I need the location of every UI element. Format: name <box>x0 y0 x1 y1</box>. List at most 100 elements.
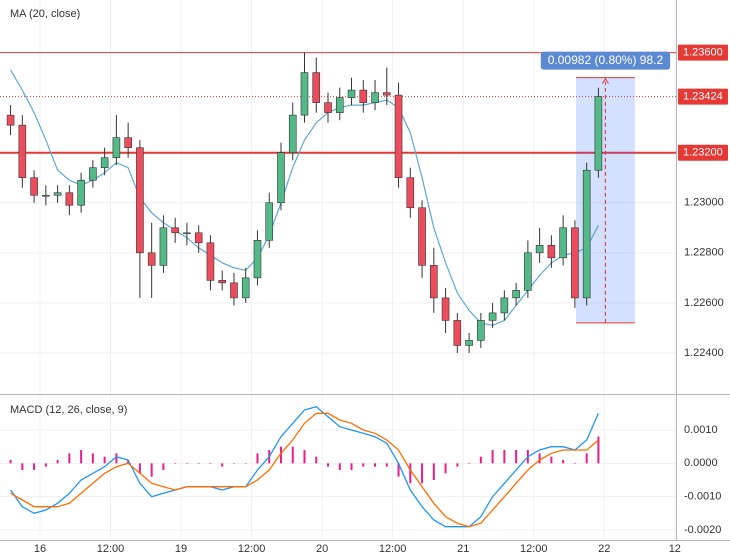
candle-body <box>89 167 97 181</box>
measure-arrow-head <box>602 77 609 84</box>
histogram-bar <box>9 460 12 464</box>
x-tick-label: 12:00 <box>520 543 548 555</box>
histogram-bar <box>244 463 247 464</box>
histogram-bar <box>174 463 177 464</box>
histogram-bar <box>80 450 83 464</box>
axes: 16 12:00 19 12:00 20 12:00 21 12:00 22 12 1.22400 1… <box>34 44 728 555</box>
histogram-bar <box>573 463 576 464</box>
candle-body <box>418 207 426 266</box>
y-tick-label: -0.0020 <box>684 524 721 536</box>
plot <box>0 52 676 528</box>
measure-label: 0.00982 (0.80%) 98.2 <box>548 53 664 67</box>
histogram-bar <box>256 453 259 464</box>
histogram-bar <box>362 463 365 467</box>
histogram-bar <box>338 463 341 470</box>
histogram-bar <box>397 463 400 477</box>
histogram-bar <box>538 453 541 464</box>
histogram-bar <box>597 436 600 464</box>
y-tick-label: -0.0010 <box>684 491 721 503</box>
histogram-bar <box>421 463 424 484</box>
x-tick-label: 12:00 <box>238 543 266 555</box>
candle-body <box>300 72 309 116</box>
candle-body <box>218 280 226 284</box>
histogram-bar <box>327 463 330 467</box>
histogram-bar <box>91 453 94 464</box>
histogram-bar <box>503 450 506 464</box>
candle-body <box>500 297 509 314</box>
candle-body <box>159 227 168 266</box>
histogram-bar <box>209 463 212 464</box>
candle-body <box>241 277 250 299</box>
price-level-tag <box>678 144 728 161</box>
histogram-bar <box>303 450 306 464</box>
histogram-bar <box>562 460 565 464</box>
histogram-bar <box>350 463 353 470</box>
candle-body <box>288 114 297 153</box>
histogram-bar <box>150 463 153 477</box>
candle-body <box>277 152 285 204</box>
candle-body <box>547 245 556 259</box>
candle-body <box>488 312 497 321</box>
x-tick-label: 19 <box>175 543 187 555</box>
histogram-bar <box>515 450 518 464</box>
candle-body <box>230 282 238 299</box>
price-level-tag <box>678 88 728 105</box>
histogram-bar <box>33 463 36 470</box>
candle-body <box>335 97 344 113</box>
candle-body <box>382 92 391 96</box>
histogram-bar <box>491 450 494 464</box>
candle-body <box>183 232 191 235</box>
y-tick-label: 1.22600 <box>684 297 724 309</box>
candle-body <box>477 320 485 341</box>
ma-line <box>10 69 599 327</box>
candle-body <box>453 320 462 346</box>
x-tick-label: 20 <box>316 543 328 555</box>
histogram-bar <box>232 463 235 464</box>
histogram-bar <box>127 460 130 464</box>
candle-body <box>171 227 179 234</box>
candle-body <box>77 179 85 206</box>
histogram-bar <box>585 453 588 464</box>
y-tick-label: 0.0000 <box>684 457 718 469</box>
histogram-bar <box>221 463 224 467</box>
measure-label-box <box>540 51 671 70</box>
x-tick-label: 22 <box>598 543 610 555</box>
x-tick-label: 12 <box>669 543 681 555</box>
x-tick-label: 21 <box>457 543 469 555</box>
macd-line <box>10 405 599 528</box>
candle-body <box>406 177 415 209</box>
price-level-label: 1.23424 <box>683 91 723 103</box>
y-tick-label: 0.0010 <box>684 424 718 436</box>
candle-body <box>53 192 62 196</box>
candle-body <box>465 340 473 346</box>
candle-body <box>394 94 403 179</box>
candle-body <box>65 192 74 206</box>
y-tick-label: 1.22400 <box>684 347 724 359</box>
candle-body <box>441 297 450 321</box>
candle-body <box>559 227 567 259</box>
candle-body <box>535 245 544 254</box>
candle-body <box>359 89 368 103</box>
signal-line <box>10 412 599 528</box>
candle-body <box>136 147 144 254</box>
histogram-bar <box>162 463 165 470</box>
histogram-bar <box>409 463 412 484</box>
candle-body <box>100 157 109 169</box>
histogram-bar <box>279 446 282 464</box>
x-tick-label: 16 <box>34 543 46 555</box>
histogram-bar <box>456 463 459 467</box>
histogram-bar <box>21 463 24 470</box>
histogram-bar <box>197 463 200 464</box>
histogram-bar <box>68 453 71 464</box>
candle-body <box>42 194 50 197</box>
candle-body <box>324 102 332 113</box>
main-panel-title: MA (20, close) <box>10 8 80 20</box>
candle-body <box>18 124 27 179</box>
histogram-bar <box>550 456 553 464</box>
candle-body <box>147 252 156 266</box>
histogram-bar <box>115 453 118 464</box>
candle-body <box>265 202 274 241</box>
histogram-bar <box>56 460 59 464</box>
candle-body <box>124 137 132 148</box>
